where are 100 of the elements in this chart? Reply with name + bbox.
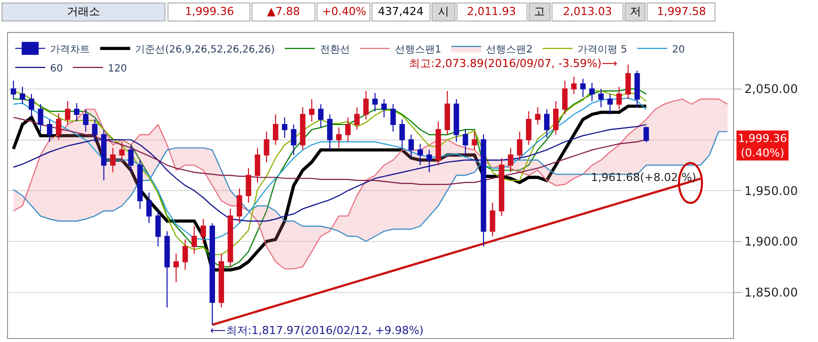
text: +0.40% bbox=[322, 5, 366, 18]
candlestick bbox=[571, 76, 577, 94]
candlestick bbox=[553, 100, 559, 136]
candlestick bbox=[228, 208, 234, 268]
y-tick-label: 2,050.00 bbox=[744, 82, 798, 96]
candlestick bbox=[336, 127, 342, 148]
candlestick bbox=[56, 112, 62, 140]
candlestick bbox=[74, 102, 80, 122]
candlestick bbox=[236, 188, 242, 224]
annotation: ⟵최저:1,817.97(2016/02/12, +9.98%) bbox=[210, 324, 424, 337]
candlestick bbox=[254, 147, 260, 183]
candlestick bbox=[399, 118, 405, 148]
candlestick bbox=[408, 134, 414, 159]
candlestick bbox=[290, 124, 296, 156]
y-tick-label: 1,900.00 bbox=[744, 234, 798, 249]
candlestick bbox=[444, 90, 450, 136]
y-tick-label: 1,950.00 bbox=[744, 184, 798, 198]
line-series bbox=[12, 131, 728, 242]
candlestick bbox=[137, 160, 143, 210]
candlestick bbox=[192, 226, 197, 254]
candlestick bbox=[128, 144, 134, 173]
candlestick bbox=[146, 192, 152, 224]
candlestick bbox=[544, 108, 550, 138]
annotation: 1,961.68(+8.02 %) bbox=[591, 171, 696, 184]
legend-label: 전환선 bbox=[320, 44, 350, 56]
candlestick bbox=[218, 253, 224, 308]
candlestick bbox=[46, 118, 52, 142]
candlestick bbox=[246, 168, 252, 204]
candlestick bbox=[454, 98, 460, 142]
candlestick bbox=[28, 94, 34, 118]
candlestick bbox=[508, 147, 514, 173]
legend-label: 선행스팬1 bbox=[394, 44, 442, 56]
text: 고 bbox=[534, 5, 545, 18]
candlestick bbox=[381, 98, 387, 118]
candlestick bbox=[110, 147, 116, 173]
candlestick bbox=[526, 110, 532, 146]
legend-label: 기준선(26,9,26,52,26,26,26) bbox=[135, 44, 275, 56]
candlestick bbox=[625, 64, 631, 100]
y-tick-label: 1,850.00 bbox=[744, 285, 798, 300]
candlestick bbox=[426, 149, 432, 173]
text: 2,013.03 bbox=[563, 5, 612, 18]
candlestick bbox=[562, 80, 568, 115]
text: 1,999.36 bbox=[738, 132, 787, 145]
candlestick bbox=[64, 100, 70, 125]
candlestick bbox=[327, 114, 333, 150]
candlestick bbox=[309, 98, 314, 122]
text: 1,997.58 bbox=[657, 5, 706, 18]
legend-label: 가격차트 bbox=[50, 44, 90, 56]
candlestick bbox=[516, 131, 522, 161]
candlestick bbox=[282, 116, 288, 138]
candlestick bbox=[318, 104, 324, 128]
candlestick bbox=[101, 129, 107, 181]
candlestick bbox=[300, 106, 306, 150]
text: 437,424 bbox=[378, 5, 424, 18]
candlestick bbox=[490, 202, 496, 237]
legend-label: 가격이평 5 bbox=[578, 44, 628, 56]
candlestick bbox=[589, 82, 595, 102]
candlestick bbox=[92, 118, 98, 142]
candlestick bbox=[607, 94, 613, 115]
text: ▲7.88 bbox=[267, 5, 300, 18]
candlestick bbox=[264, 131, 270, 163]
candlestick bbox=[345, 116, 351, 142]
candlestick bbox=[390, 104, 396, 132]
candlestick bbox=[616, 86, 622, 110]
legend-label: 20 bbox=[672, 44, 685, 56]
candlestick bbox=[119, 141, 125, 163]
line-series bbox=[12, 98, 728, 270]
candlestick bbox=[363, 90, 369, 120]
candlestick bbox=[498, 158, 504, 216]
candlestick bbox=[20, 86, 26, 105]
text: (0.40%) bbox=[740, 146, 784, 160]
text: 2,011.93 bbox=[467, 5, 516, 18]
candlestick bbox=[472, 131, 478, 150]
candlestick bbox=[272, 114, 278, 146]
candlestick bbox=[173, 253, 179, 283]
candlestick bbox=[164, 230, 170, 308]
candlestick bbox=[10, 80, 16, 100]
candlestick bbox=[155, 210, 161, 247]
candlestick bbox=[598, 88, 604, 108]
candlestick bbox=[634, 70, 640, 108]
candlestick bbox=[418, 143, 423, 166]
legend-label: 선행스팬2 bbox=[486, 44, 533, 56]
candlestick bbox=[644, 126, 649, 143]
candlestick bbox=[354, 106, 360, 130]
candlestick bbox=[462, 129, 468, 156]
text: 시 bbox=[438, 5, 449, 18]
text: 1,999.36 bbox=[185, 5, 234, 18]
legend-label: 60 bbox=[50, 63, 63, 74]
candlestick bbox=[436, 120, 442, 166]
text: 저 bbox=[630, 5, 641, 18]
candlestick bbox=[38, 104, 44, 132]
candlestick bbox=[480, 134, 486, 247]
candlestick bbox=[83, 108, 88, 132]
candlestick bbox=[200, 218, 206, 244]
candlestick bbox=[535, 106, 540, 125]
text: 거래소 bbox=[67, 5, 100, 18]
candlestick bbox=[580, 78, 586, 98]
candlestick bbox=[372, 92, 378, 112]
legend-label: 120 bbox=[108, 63, 128, 74]
candlestick bbox=[182, 238, 188, 270]
